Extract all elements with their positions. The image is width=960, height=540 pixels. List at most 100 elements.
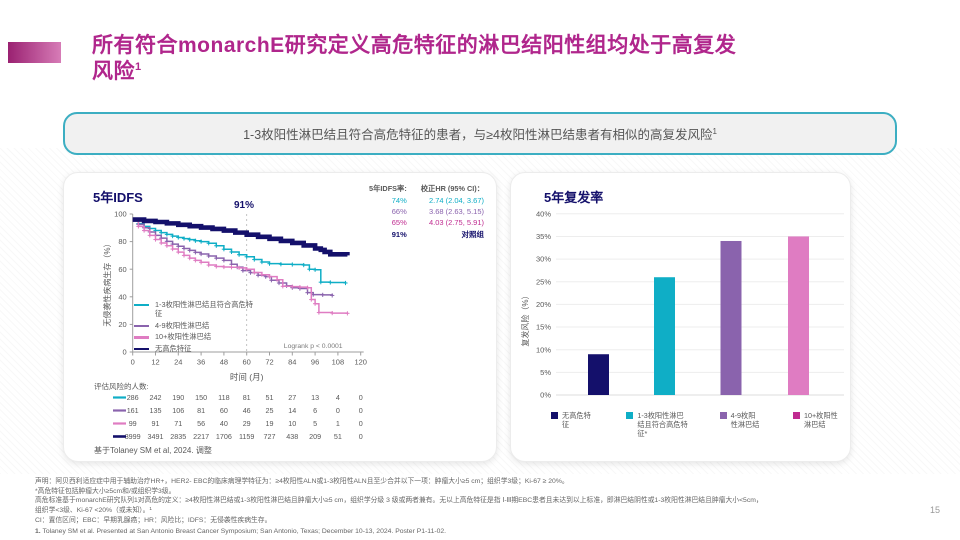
svg-text:72: 72 bbox=[265, 358, 273, 367]
legend-label: 无高危特征 bbox=[562, 411, 591, 429]
km-stats-block: 5年IDFS率: 74% 66% 65% 91% 校正HR (95% CI)： … bbox=[369, 184, 484, 240]
svg-text:25%: 25% bbox=[536, 277, 551, 286]
km-chart-title: 5年IDFS bbox=[93, 190, 143, 205]
reference-text: Tolaney SM et al. Presented at San Anton… bbox=[42, 528, 447, 536]
km-series-3 bbox=[132, 217, 350, 257]
svg-text:209: 209 bbox=[309, 432, 321, 441]
legend-label: 1-3枚阳性淋巴结且符合高危特征 bbox=[155, 300, 254, 318]
svg-text:81: 81 bbox=[197, 406, 205, 415]
legend-item-1-3-nodes: 1-3枚阳性淋巴结且符合高危特征* bbox=[626, 411, 688, 438]
km-source-note: 基于Tolaney SM et al, 2024. 调整 bbox=[94, 446, 212, 455]
svg-text:71: 71 bbox=[174, 419, 182, 428]
legend-label: 1-3枚阳性淋巴结且符合高危特征* bbox=[637, 411, 688, 438]
svg-text:99: 99 bbox=[129, 419, 137, 428]
km-91pct-annotation: 91% bbox=[233, 200, 254, 211]
km-yaxis-label: 无侵袭性疾病生存（%） bbox=[102, 239, 112, 326]
svg-text:135: 135 bbox=[150, 406, 162, 415]
svg-text:190: 190 bbox=[172, 393, 184, 402]
svg-text:1159: 1159 bbox=[239, 432, 254, 441]
svg-text:60: 60 bbox=[118, 265, 126, 274]
svg-text:84: 84 bbox=[288, 358, 296, 367]
footnote-line: *高危特征包括肿瘤大小≥5cm和/或组织学3级。 bbox=[35, 487, 176, 495]
svg-text:0: 0 bbox=[359, 393, 363, 402]
svg-text:48: 48 bbox=[220, 358, 228, 367]
svg-text:60: 60 bbox=[220, 406, 228, 415]
bar-ytick-labels: 0% 5% 10% 15% 20% 25% 30% 35% 40% bbox=[536, 209, 551, 399]
legend-label: 4-9枚阳性淋巴结 bbox=[155, 320, 210, 330]
legend-item-no-high-risk: 无高危特征 bbox=[551, 411, 595, 438]
svg-text:727: 727 bbox=[264, 432, 276, 441]
svg-text:12: 12 bbox=[151, 358, 159, 367]
legend-item-no-high-risk: 无高危特征 bbox=[134, 344, 255, 354]
idfs-rate-value: 65% bbox=[391, 218, 407, 228]
svg-text:5%: 5% bbox=[540, 368, 551, 377]
bar-0 bbox=[588, 354, 609, 395]
svg-text:35%: 35% bbox=[536, 232, 551, 241]
idfs-rate-value: 91% bbox=[391, 229, 407, 239]
km-series-2 bbox=[132, 220, 350, 316]
svg-text:56: 56 bbox=[197, 419, 205, 428]
km-idfs-rate-column: 5年IDFS率: 74% 66% 65% 91% bbox=[369, 184, 407, 240]
svg-text:40: 40 bbox=[220, 419, 228, 428]
bar-legend: 无高危特征 1-3枚阳性淋巴结且符合高危特征* 4-9枚阳性淋巴结 10+枚阳性… bbox=[551, 411, 843, 438]
svg-text:60: 60 bbox=[243, 358, 251, 367]
bar-chart-title: 5年复发率 bbox=[544, 190, 604, 205]
svg-text:438: 438 bbox=[286, 432, 298, 441]
at-risk-row-1: 161 135 106 81 60 46 25 14 6 0 0 bbox=[127, 406, 363, 415]
legend-item-4-9-nodes: 4-9枚阳性淋巴结 bbox=[134, 320, 255, 331]
svg-text:106: 106 bbox=[172, 406, 184, 415]
idfs-rate-value: 66% bbox=[391, 207, 407, 217]
svg-text:29: 29 bbox=[243, 419, 251, 428]
recurrence-bar-chart: 0% 5% 10% 15% 20% 25% 30% 35% 40% 复发风险（%） bbox=[520, 209, 844, 400]
at-risk-row-0: 286 242 190 150 118 81 51 27 13 4 0 bbox=[127, 393, 363, 402]
adjusted-hr-header: 校正HR (95% CI)： bbox=[420, 184, 484, 193]
svg-text:91: 91 bbox=[152, 419, 160, 428]
svg-text:24: 24 bbox=[174, 358, 182, 367]
svg-text:150: 150 bbox=[195, 393, 207, 402]
bar-2 bbox=[720, 240, 742, 395]
svg-text:0: 0 bbox=[131, 358, 135, 367]
svg-text:1: 1 bbox=[336, 419, 340, 428]
svg-text:5: 5 bbox=[313, 419, 317, 428]
legend-label: 无高危特征 bbox=[155, 344, 192, 353]
svg-text:15%: 15% bbox=[536, 323, 551, 332]
km-idfs-panel: 0 12 24 36 48 60 72 84 96 108 120 0 20 40 60 80 100 时间 (月… bbox=[63, 172, 497, 462]
svg-text:120: 120 bbox=[354, 358, 367, 367]
idfs-rate-value: 74% bbox=[391, 195, 407, 205]
svg-text:0: 0 bbox=[359, 406, 363, 415]
legend-swatch-pink bbox=[792, 412, 800, 419]
svg-text:6: 6 bbox=[313, 406, 317, 415]
legend-swatch-navy bbox=[551, 412, 558, 419]
bar-3 bbox=[788, 236, 809, 395]
legend-swatch-purple bbox=[134, 324, 149, 327]
svg-text:40%: 40% bbox=[536, 209, 551, 218]
legend-item-10plus-nodes: 10+枚阳性淋巴结 bbox=[134, 332, 255, 342]
km-series-0 bbox=[132, 220, 348, 286]
adjusted-hr-value: 4.03 (2.75, 5.91) bbox=[428, 218, 484, 228]
legend-label: 10+枚阳性淋巴结 bbox=[803, 411, 838, 429]
recurrence-rate-panel: 0% 5% 10% 15% 20% 25% 30% 35% 40% 复发风险（%） 5年复发率 无… bbox=[510, 172, 851, 462]
footnote-line: 组织学<3级、Ki-67 <20%（或未知）。¹ bbox=[35, 506, 152, 514]
svg-text:161: 161 bbox=[127, 406, 139, 415]
footnote-line: 高危标准基于monarchE研究队列1对高危的定义：≥4枚阳性淋巴结或1-3枚阳… bbox=[35, 497, 763, 505]
svg-text:36: 36 bbox=[197, 358, 205, 367]
svg-text:27: 27 bbox=[288, 393, 296, 402]
legend-item-4-9-nodes: 4-9枚阳性淋巴结 bbox=[719, 411, 762, 438]
banner-text: 1-3枚阳性淋巴结且符合高危特征的患者，与≥4枚阳性淋巴结患者有相似的高复发风险… bbox=[243, 126, 717, 142]
bar-yaxis-label: 复发风险（%） bbox=[520, 291, 530, 346]
legend-swatch-cyan bbox=[626, 412, 634, 419]
svg-text:0%: 0% bbox=[540, 391, 551, 400]
svg-text:0: 0 bbox=[359, 419, 363, 428]
key-message-banner: 1-3枚阳性淋巴结且符合高危特征的患者，与≥4枚阳性淋巴结患者有相似的高复发风险… bbox=[63, 112, 897, 155]
banner-superscript: 1 bbox=[712, 126, 717, 136]
at-risk-label: 评估风险的人数: bbox=[94, 381, 149, 391]
km-legend: 1-3枚阳性淋巴结且符合高危特征 4-9枚阳性淋巴结 10+枚阳性淋巴结 无高危… bbox=[134, 300, 255, 354]
title-line2: 风险 bbox=[92, 60, 135, 84]
svg-text:40: 40 bbox=[118, 292, 126, 301]
svg-text:80: 80 bbox=[118, 237, 126, 246]
svg-text:3491: 3491 bbox=[148, 432, 164, 441]
svg-text:10%: 10% bbox=[536, 345, 551, 354]
logrank-annotation: Logrank p < 0.0001 bbox=[284, 343, 343, 350]
reference-number: 1. bbox=[35, 528, 41, 536]
svg-text:14: 14 bbox=[288, 406, 296, 415]
